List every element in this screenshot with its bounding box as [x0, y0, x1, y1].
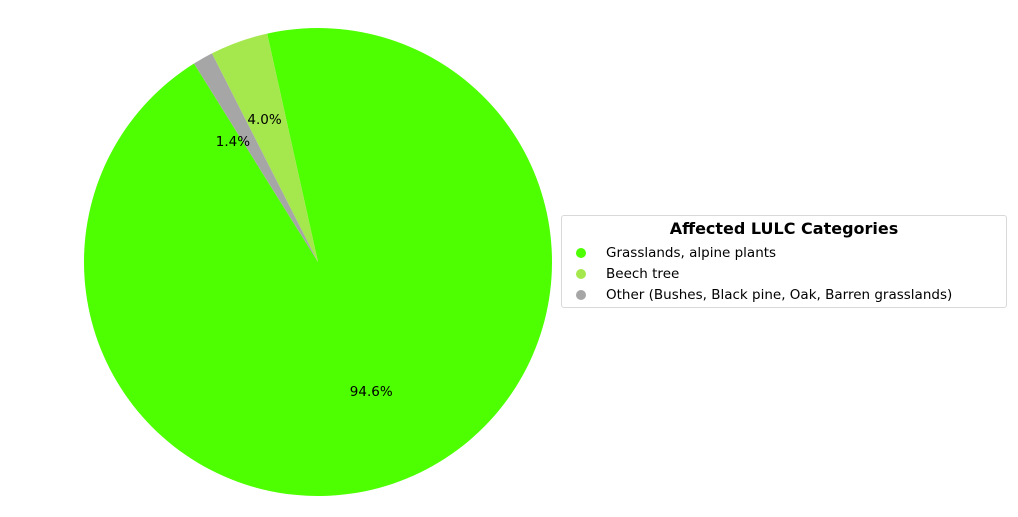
pie-slices [84, 27, 553, 496]
legend-marker [576, 248, 586, 258]
legend: Affected LULC Categories Grasslands, alp… [561, 215, 1007, 308]
pie-slice-other [193, 53, 318, 262]
legend-marker [576, 269, 586, 279]
legend-title: Affected LULC Categories [669, 219, 899, 238]
legend-label: Grasslands, alpine plants [606, 245, 777, 261]
pct-label: 94.6% [350, 384, 393, 400]
pie-slice-beech [211, 33, 318, 262]
legend-item-other: Other (Bushes, Black pine, Oak, Barren g… [576, 286, 952, 304]
legend-item-grasslands: Grasslands, alpine plants [576, 244, 776, 262]
legend-item-beech-tree: Beech tree [576, 265, 679, 283]
legend-label: Other (Bushes, Black pine, Oak, Barren g… [606, 287, 953, 303]
pct-label: 4.0% [247, 112, 281, 128]
legend-marker [576, 290, 586, 300]
pct-label: 1.4% [216, 134, 250, 150]
legend-label: Beech tree [606, 266, 680, 282]
pie-slice-grasslands [84, 27, 553, 496]
percentage-labels: 94.6% 4.0% 1.4% [216, 112, 393, 400]
